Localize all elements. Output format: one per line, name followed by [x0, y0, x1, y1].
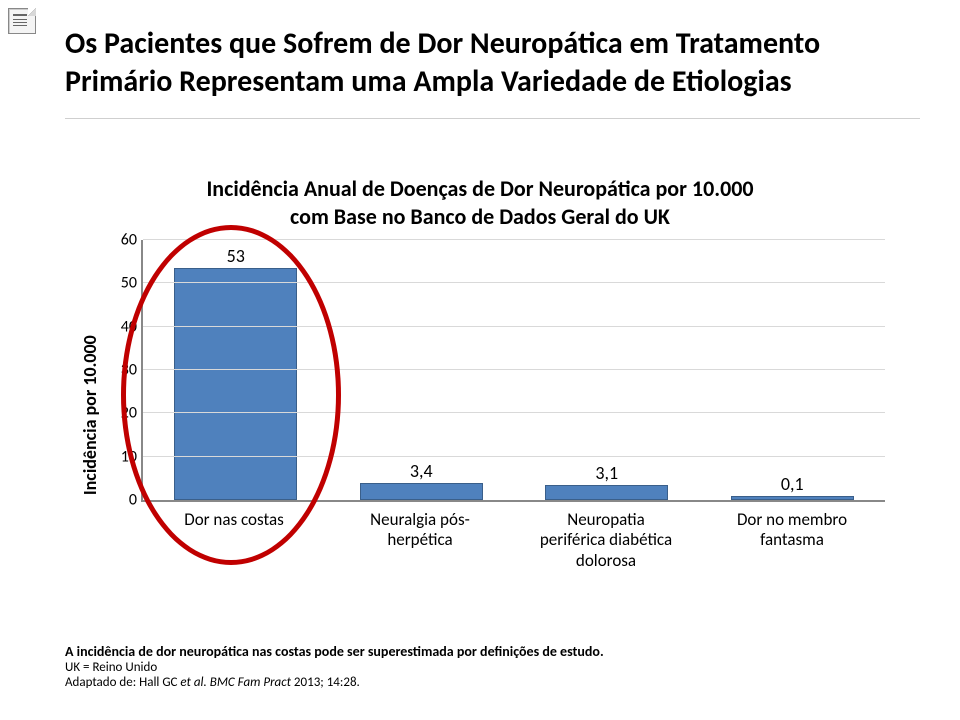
- bars-group: 53 3,4 3,1 0,1: [143, 240, 885, 500]
- bar-slot: 3,4: [329, 240, 515, 500]
- footnotes: A incidência de dor neuropática nas cost…: [65, 643, 920, 690]
- bar-value-label: 3,4: [410, 460, 433, 482]
- cite-ital: et al. BMC Fam Pract: [180, 675, 294, 690]
- grid-line: [143, 412, 885, 413]
- chart-title-line2: com Base no Banco de Dados Geral do UK: [290, 203, 670, 230]
- grid-line: [143, 369, 885, 370]
- speaker-notes-icon: [8, 8, 36, 34]
- x-axis-label: Neuropatiaperiférica diabéticadolorosa: [513, 502, 699, 571]
- cite-prefix: Adaptado de: Hall GC: [65, 675, 180, 690]
- x-axis-label: Dor nas costas: [141, 502, 327, 571]
- footnote-disclaimer: A incidência de dor neuropática nas cost…: [65, 643, 920, 660]
- slide-content: Os Pacientes que Sofrem de Dor Neuropáti…: [65, 25, 920, 119]
- grid-line: [143, 326, 885, 327]
- chart-title-line1: Incidência Anual de Doenças de Dor Neuro…: [206, 175, 753, 202]
- x-axis-label: Neuralgia pós-herpética: [327, 502, 513, 571]
- plot-area: 533,43,10,1 0102030405060 Dor nas costas…: [101, 240, 885, 571]
- bar-value-label: 3,1: [595, 462, 618, 484]
- x-labels: Dor nas costasNeuralgia pós-herpéticaNeu…: [141, 502, 885, 571]
- chart-area: Incidência por 10.000 53 3,4 3,1 0,1 0 10 20 3…: [75, 240, 885, 571]
- plot-inner: 533,43,10,1 0102030405060: [141, 240, 885, 502]
- y-tick-label: 20: [107, 404, 137, 423]
- slide-title: Os Pacientes que Sofrem de Dor Neuropáti…: [65, 25, 920, 100]
- bar-slot: 3,1: [514, 240, 700, 500]
- cite-suffix: 2013; 14:28.: [294, 675, 360, 690]
- y-tick-label: 60: [107, 231, 137, 250]
- bar-value-label: 53: [227, 245, 245, 267]
- y-tick-label: 0: [107, 491, 137, 510]
- bar: 53: [174, 268, 297, 500]
- bar: 3,1: [545, 485, 668, 500]
- y-tick-label: 40: [107, 317, 137, 336]
- bar: 0,1: [731, 496, 854, 500]
- footnote-citation: Adaptado de: Hall GC et al. BMC Fam Prac…: [65, 675, 920, 690]
- y-tick-label: 50: [107, 274, 137, 293]
- y-tick-label: 10: [107, 447, 137, 466]
- chart-container: Incidência Anual de Doenças de Dor Neuro…: [75, 175, 885, 571]
- grid-line: [143, 456, 885, 457]
- bar-slot: 0,1: [700, 240, 886, 500]
- chart-title: Incidência Anual de Doenças de Dor Neuro…: [75, 175, 885, 230]
- y-tick-label: 30: [107, 361, 137, 380]
- bar-value-label: 0,1: [781, 473, 804, 495]
- x-axis-label: Dor no membrofantasma: [699, 502, 885, 571]
- bar-slot: 53: [143, 240, 329, 500]
- y-axis-label: Incidência por 10.000: [75, 260, 101, 571]
- grid-line: [143, 282, 885, 283]
- title-divider: [65, 118, 920, 119]
- bar: 3,4: [360, 483, 483, 500]
- footnote-abbrev: UK = Reino Unido: [65, 660, 920, 675]
- grid-line: [143, 239, 885, 240]
